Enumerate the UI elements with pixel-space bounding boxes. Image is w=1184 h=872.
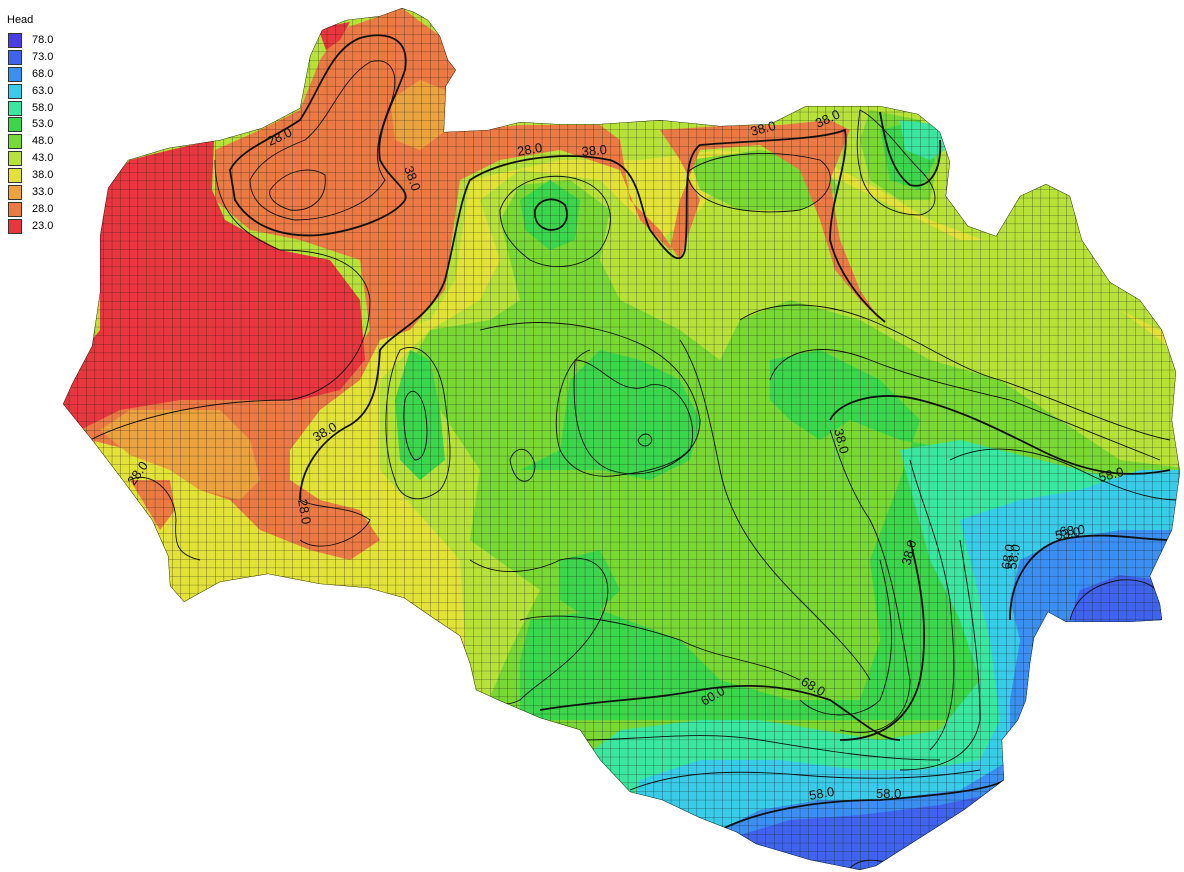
contour-label: 58.0: [1097, 464, 1125, 485]
legend-swatch: [8, 201, 22, 217]
contour-label: 38.0: [831, 427, 852, 455]
legend-value: 33.0: [32, 186, 54, 199]
legend-value: 63.0: [32, 84, 54, 97]
legend-swatch: [8, 185, 22, 201]
legend-swatch: [8, 83, 22, 99]
legend-value: 58.0: [32, 101, 54, 114]
legend-swatch: [8, 100, 22, 116]
legend-swatch: [8, 168, 22, 184]
legend-swatch: [8, 218, 22, 234]
contour-label: 38.0: [581, 142, 608, 159]
contour-label: 58.0: [808, 784, 836, 803]
contour-label: 28.0: [516, 140, 544, 159]
legend-swatch: [8, 33, 22, 48]
legend-swatch: [8, 49, 22, 65]
contour-label: 53.0: [1054, 524, 1082, 543]
contour-label: 58.0: [876, 786, 901, 801]
contour-label: 58.0: [1004, 543, 1023, 571]
legend-value: 38.0: [32, 169, 54, 182]
legend-value: 78.0: [32, 34, 54, 46]
legend-value: 73.0: [32, 50, 54, 63]
legend-value: 68.0: [32, 67, 54, 80]
legend-swatch: [8, 134, 22, 150]
legend-value: 23.0: [32, 219, 54, 232]
contour-label: 68.0: [1059, 522, 1086, 539]
contour-label: 68.0: [998, 543, 1017, 571]
legend-swatch: [8, 117, 22, 133]
legend-title: Head: [7, 14, 34, 26]
contour-label: 38.0: [898, 538, 919, 566]
legend-value: 53.0: [32, 118, 54, 131]
contour-lines: [89, 34, 1180, 869]
legend-swatch: [8, 66, 22, 82]
legend-value: 28.0: [32, 202, 54, 215]
legend-swatch: [8, 151, 22, 167]
legend-value: 43.0: [32, 152, 54, 165]
contour-label: 38.0: [749, 118, 777, 139]
contour-label: 28.0: [295, 498, 314, 526]
legend-value: 48.0: [32, 135, 54, 148]
